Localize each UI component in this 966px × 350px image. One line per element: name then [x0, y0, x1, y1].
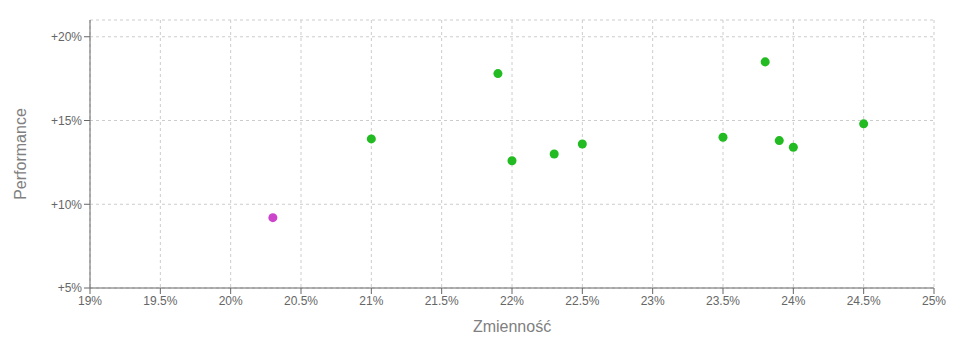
- svg-text:20%: 20%: [219, 294, 243, 308]
- svg-text:25%: 25%: [922, 294, 946, 308]
- svg-text:+5%: +5%: [58, 281, 83, 295]
- svg-text:22.5%: 22.5%: [565, 294, 599, 308]
- svg-text:19%: 19%: [78, 294, 102, 308]
- svg-text:+10%: +10%: [51, 198, 82, 212]
- svg-text:22%: 22%: [500, 294, 524, 308]
- svg-text:+15%: +15%: [51, 114, 82, 128]
- svg-text:Zmienność: Zmienność: [473, 318, 551, 335]
- svg-text:20.5%: 20.5%: [284, 294, 318, 308]
- svg-text:21%: 21%: [359, 294, 383, 308]
- svg-text:Performance: Performance: [12, 108, 29, 200]
- svg-text:19.5%: 19.5%: [143, 294, 177, 308]
- svg-text:23%: 23%: [641, 294, 665, 308]
- svg-text:24.5%: 24.5%: [847, 294, 881, 308]
- svg-text:23.5%: 23.5%: [706, 294, 740, 308]
- svg-text:24%: 24%: [781, 294, 805, 308]
- svg-text:21.5%: 21.5%: [425, 294, 459, 308]
- svg-text:+20%: +20%: [51, 30, 82, 44]
